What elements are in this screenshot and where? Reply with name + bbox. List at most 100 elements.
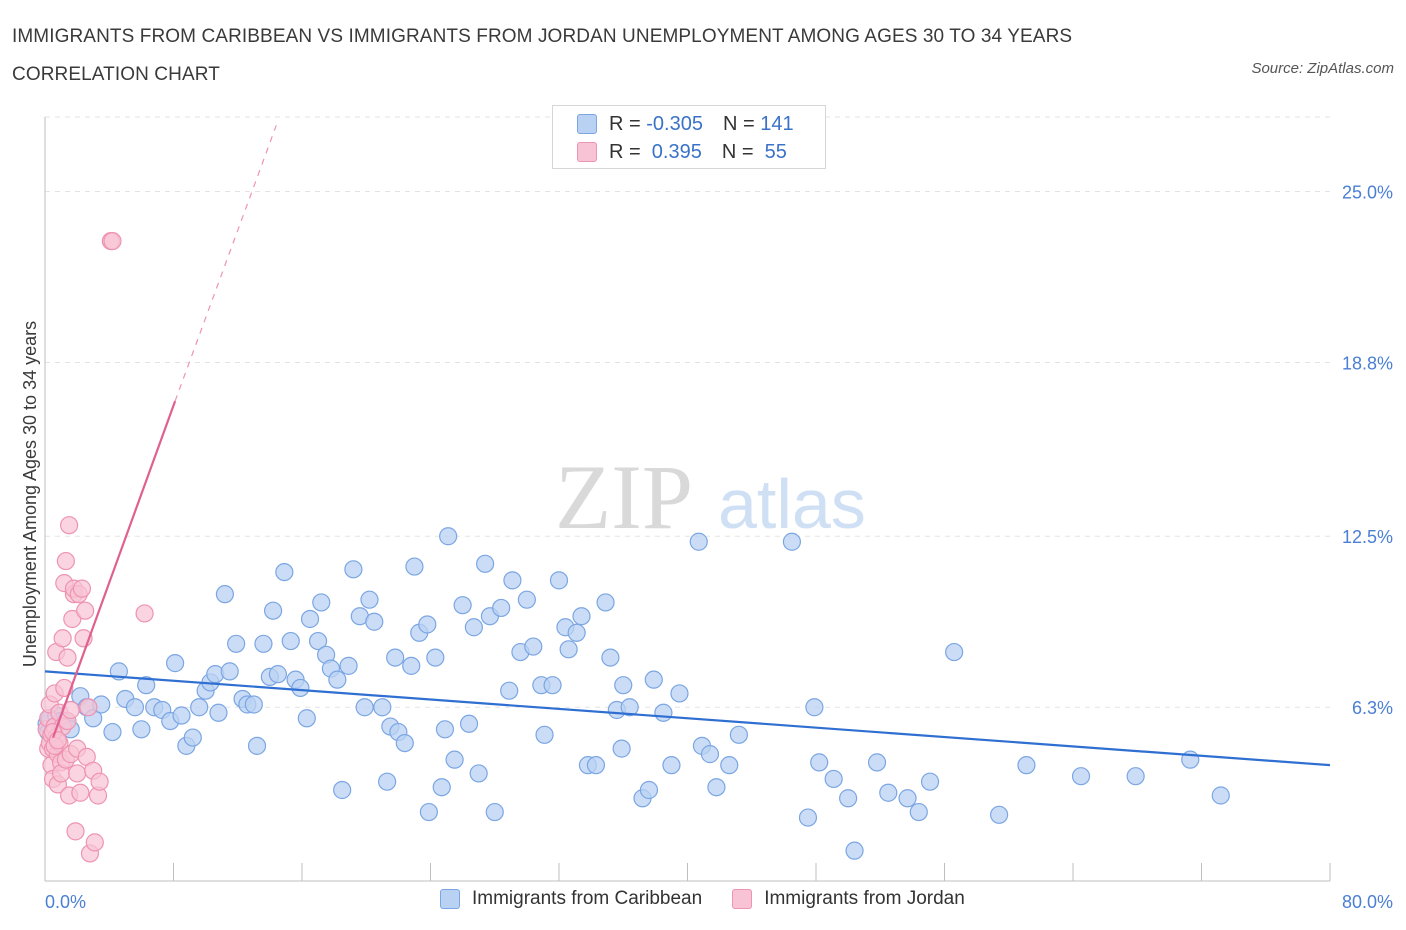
n-label: N = <box>722 112 761 135</box>
jordan-points <box>37 232 154 863</box>
caribbean-point <box>312 593 331 612</box>
caribbean-point <box>464 618 483 637</box>
caribbean-trend-line <box>44 670 1331 767</box>
jordan-point <box>76 601 95 620</box>
caribbean-point <box>333 780 352 800</box>
caribbean-point <box>373 698 392 717</box>
caribbean-point <box>215 585 234 604</box>
caribbean-point <box>620 698 639 717</box>
caribbean-point <box>867 753 887 772</box>
caribbean-point <box>945 642 964 662</box>
y-tick-label: 18.8% <box>1342 353 1393 373</box>
caribbean-point <box>344 560 363 579</box>
caribbean-point <box>426 648 445 667</box>
n-value: 55 <box>759 140 787 163</box>
caribbean-point <box>1017 756 1036 775</box>
legend-item-jordan[interactable]: Immigrants from Jordan <box>732 888 965 910</box>
caribbean-point <box>419 802 438 822</box>
watermark: ZIP atlas <box>555 446 866 548</box>
caribbean-point <box>805 698 824 717</box>
grid-lines <box>45 116 1330 708</box>
caribbean-point <box>445 750 464 769</box>
y-tick-label: 25.0% <box>1342 182 1393 202</box>
caribbean-point <box>639 780 659 800</box>
x-tick-label: 0.0% <box>45 892 86 912</box>
caribbean-point <box>535 725 554 744</box>
jordan-point <box>71 783 90 802</box>
caribbean-swatch <box>577 114 597 134</box>
legend-item-caribbean[interactable]: Immigrants from Caribbean <box>440 888 702 910</box>
caribbean-point <box>328 670 347 689</box>
caribbean-point <box>227 634 246 653</box>
caribbean-point <box>689 532 708 551</box>
caribbean-point <box>297 709 316 728</box>
caribbean-point <box>909 802 928 822</box>
caribbean-point <box>183 728 202 747</box>
jordan-legend-label: Immigrants from Jordan <box>764 888 965 909</box>
caribbean-point <box>263 601 283 620</box>
jordan-swatch <box>577 142 597 162</box>
jordan-point <box>48 731 67 750</box>
legend-row-caribbean: R = -0.305 N = 141 <box>577 111 794 137</box>
caribbean-point <box>291 678 310 698</box>
caribbean-point <box>879 783 898 802</box>
caribbean-point <box>418 615 437 634</box>
n-label: N = <box>721 140 760 163</box>
caribbean-point <box>586 756 606 775</box>
caribbean-point <box>137 676 156 695</box>
caribbean-point <box>439 527 458 546</box>
caribbean-point <box>254 634 273 653</box>
caribbean-point <box>172 706 191 725</box>
caribbean-point <box>339 656 358 675</box>
caribbean-point <box>707 778 726 797</box>
caribbean-point <box>798 808 818 827</box>
caribbean-point <box>524 637 543 656</box>
r-value: -0.305 <box>646 112 703 135</box>
caribbean-point <box>990 805 1009 824</box>
caribbean-point <box>549 571 569 590</box>
jordan-trend-line <box>51 400 177 738</box>
caribbean-point <box>1071 767 1091 786</box>
legend-row-jordan: R = 0.395 N = 55 <box>577 139 787 165</box>
caribbean-point <box>1211 786 1230 805</box>
caribbean-point <box>275 562 294 582</box>
caribbean-point <box>308 631 328 651</box>
caribbean-point <box>517 590 536 609</box>
caribbean-point <box>281 631 300 651</box>
caribbean-point <box>209 703 228 722</box>
y-axis-label: Unemployment Among Ages 30 to 34 years <box>20 321 40 667</box>
caribbean-point <box>898 789 917 808</box>
caribbean-legend-swatch <box>440 889 460 909</box>
jordan-point <box>103 232 122 251</box>
caribbean-point <box>559 640 578 659</box>
caribbean-point <box>485 802 504 822</box>
r-label: R = <box>609 140 647 163</box>
jordan-point <box>68 764 87 783</box>
caribbean-point <box>459 714 479 733</box>
caribbean-point <box>190 698 209 717</box>
caribbean-point <box>612 739 631 758</box>
jordan-point <box>66 822 85 841</box>
watermark-zip: ZIP <box>555 446 693 548</box>
caribbean-point <box>500 681 519 700</box>
caribbean-point <box>365 612 384 631</box>
watermark-atlas: atlas <box>718 465 866 543</box>
stats-legend: R = -0.305 N = 141 R = 0.395 N = 55 <box>552 105 826 169</box>
caribbean-point <box>824 769 843 789</box>
caribbean-point <box>920 772 940 791</box>
jordan-point <box>56 551 75 571</box>
caribbean-point <box>132 720 151 739</box>
source-label: Source: ZipAtlas.com <box>1251 60 1394 77</box>
r-value: 0.395 <box>646 140 702 163</box>
caribbean-point <box>596 593 615 612</box>
series-legend: Immigrants from Caribbean Immigrants fro… <box>440 888 995 910</box>
caribbean-point <box>543 676 562 695</box>
caribbean-point <box>662 756 681 775</box>
caribbean-point <box>435 720 455 739</box>
caribbean-points <box>37 527 1230 860</box>
caribbean-point <box>405 557 424 576</box>
caribbean-point <box>432 778 451 797</box>
caribbean-point <box>402 656 421 675</box>
caribbean-point <box>670 684 689 703</box>
